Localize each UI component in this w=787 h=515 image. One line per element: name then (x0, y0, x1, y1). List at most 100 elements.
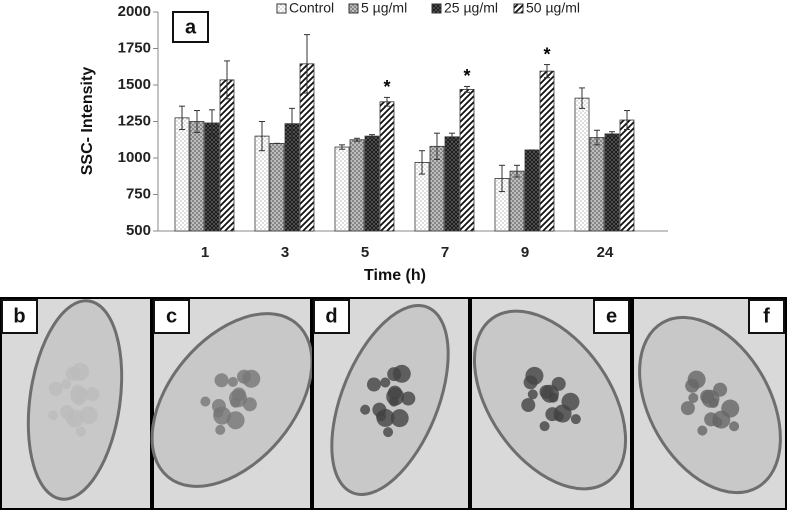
bar (619, 119, 635, 232)
bar (524, 149, 540, 232)
vacuole (70, 384, 85, 399)
vacuole (380, 377, 391, 388)
bar (539, 70, 555, 232)
panel-label: a (185, 16, 197, 38)
vacuole (539, 384, 554, 399)
vacuole (551, 376, 566, 391)
vacuole (85, 387, 100, 402)
x-tick-label: 1 (201, 244, 209, 261)
y-tick-label: 1250 (118, 112, 151, 129)
error-bar (224, 60, 230, 100)
legend-swatch (348, 3, 359, 14)
vacuole (539, 421, 550, 432)
legend-label: Control (289, 0, 334, 16)
vacuole (713, 382, 728, 397)
error-bar (419, 150, 425, 175)
vacuole (387, 385, 402, 400)
vacuole (680, 401, 695, 416)
error-bar (514, 164, 520, 178)
error-bar (259, 121, 265, 152)
vacuole (200, 396, 211, 407)
panel-label: b (13, 305, 25, 327)
error-bar (449, 132, 455, 141)
vacuole (65, 409, 84, 428)
vacuole (523, 375, 538, 390)
legend-swatch (276, 3, 287, 14)
vacuole (61, 379, 72, 390)
x-tick-label: 5 (361, 244, 369, 261)
vacuole (48, 410, 59, 421)
bar (459, 88, 475, 232)
bar (574, 97, 590, 232)
cell (330, 304, 450, 496)
vacuole (65, 366, 80, 381)
vacuole (213, 406, 232, 425)
bar (444, 136, 460, 232)
bar (189, 121, 205, 232)
bar (379, 101, 395, 232)
y-tick-label: 750 (126, 185, 151, 202)
vacuole (688, 392, 699, 403)
vacuole (79, 406, 98, 425)
error-bar (369, 134, 375, 139)
panel-label: e (606, 305, 617, 327)
x-tick-label: 9 (521, 244, 529, 261)
error-bar (209, 109, 215, 137)
vacuole (700, 389, 715, 404)
bar (204, 122, 220, 232)
y-tick-label: 1500 (118, 76, 151, 93)
y-tick-label: 1000 (118, 149, 151, 166)
x-axis-title: Time (h) (364, 267, 426, 284)
vacuole (236, 369, 251, 384)
y-axis-title: SSC- Intensity (79, 67, 96, 176)
significance-label: * (463, 66, 470, 86)
error-bar (194, 110, 200, 133)
error-bar (499, 164, 505, 193)
bar (284, 123, 300, 232)
error-bar (339, 144, 345, 150)
legend-swatch (431, 3, 442, 14)
x-tick-label: 24 (597, 244, 614, 261)
legend-label: 5 µg/ml (361, 0, 407, 16)
vacuole (387, 367, 402, 382)
x-tick-label: 3 (281, 244, 289, 261)
vacuole (697, 425, 708, 436)
legend-swatch (513, 3, 524, 14)
error-bar (384, 96, 390, 107)
legend-label: 50 µg/ml (526, 0, 580, 16)
panel-label-box (593, 299, 630, 334)
bar (349, 139, 365, 232)
error-bar (179, 105, 185, 131)
bar (269, 142, 285, 232)
vacuole (75, 426, 86, 437)
vacuole (383, 427, 394, 438)
error-bar (434, 132, 440, 160)
error-bar (624, 110, 630, 131)
cell (150, 312, 314, 488)
vacuole (360, 404, 371, 415)
error-bar (354, 137, 360, 142)
vacuole (227, 376, 238, 387)
vacuole (390, 409, 409, 428)
significance-label: * (543, 44, 550, 64)
panel-label-box (172, 11, 209, 43)
vacuole (712, 410, 731, 429)
vacuole (242, 397, 257, 412)
vacuole (521, 398, 536, 413)
error-bar (594, 129, 600, 146)
error-bar (609, 131, 615, 137)
bar (334, 146, 350, 232)
error-bar (304, 34, 310, 94)
panel-label-box (748, 299, 785, 334)
panel-label: c (166, 305, 177, 327)
bar (604, 133, 620, 232)
x-tick-label: 7 (441, 244, 449, 261)
panel-label-box (1, 299, 38, 334)
vacuole (366, 377, 381, 392)
bar (589, 137, 605, 232)
vacuole (729, 421, 740, 432)
vacuole (527, 389, 538, 400)
error-bar (544, 64, 550, 79)
vacuole (376, 408, 395, 427)
